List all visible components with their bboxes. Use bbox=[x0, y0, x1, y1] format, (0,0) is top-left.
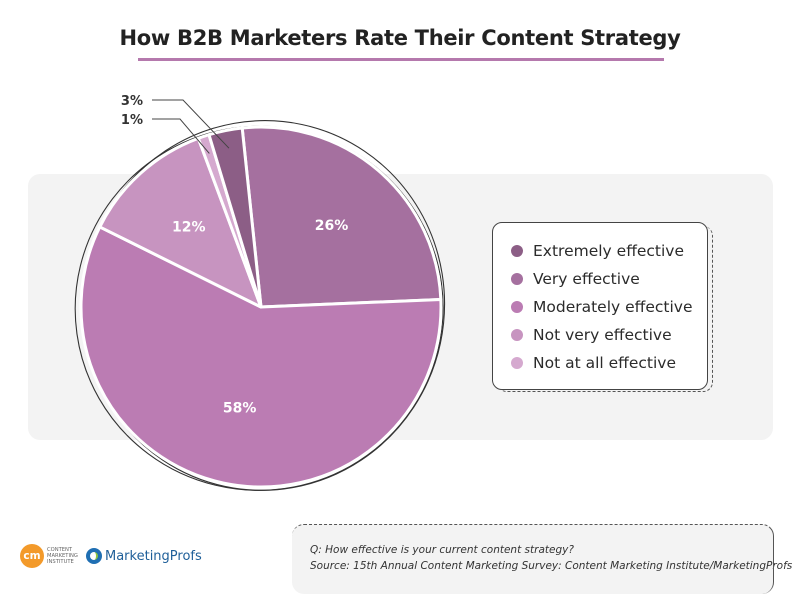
marketingprofs-circle-icon bbox=[86, 548, 102, 564]
legend-label: Very effective bbox=[533, 270, 640, 288]
legend-item-moderately-effective: Moderately effective bbox=[511, 293, 707, 321]
pie-slice-extremely-effective bbox=[207, 126, 263, 309]
data-label-extremely-effective: 3% bbox=[121, 94, 143, 109]
legend-item-not-at-all-effective: Not at all effective bbox=[511, 349, 707, 377]
pie-slice-not-very-effective bbox=[98, 136, 263, 309]
marketingprofs-logo: MarketingProfs bbox=[86, 548, 202, 564]
legend-item-very-effective: Very effective bbox=[511, 265, 707, 293]
legend: Extremely effective Very effective Moderat… bbox=[492, 222, 708, 390]
chart-title: How B2B Marketers Rate Their Content Str… bbox=[119, 26, 681, 50]
legend-label: Not very effective bbox=[533, 326, 672, 344]
leader-line-extremely-effective bbox=[152, 99, 230, 149]
legend-item-extremely-effective: Extremely effective bbox=[511, 237, 707, 265]
marketingprofs-logo-text: MarketingProfs bbox=[105, 548, 202, 564]
legend-swatch bbox=[511, 273, 523, 285]
source-line: Source: 15th Annual Content Marketing Su… bbox=[310, 560, 793, 572]
legend-label: Extremely effective bbox=[533, 242, 685, 260]
legend-swatch bbox=[511, 357, 523, 369]
source-note: Q: How effective is your current content… bbox=[292, 524, 793, 594]
pie-slice-moderately-effective bbox=[79, 225, 443, 489]
data-label-not-at-all-effective: 1% bbox=[121, 113, 143, 128]
data-label-moderately-effective: 58% bbox=[223, 400, 257, 416]
legend-swatch bbox=[511, 329, 523, 341]
title-underline bbox=[138, 58, 664, 61]
survey-question: Q: How effective is your current content… bbox=[310, 544, 574, 556]
data-label-not-very-effective: 12% bbox=[172, 220, 206, 236]
cmi-logo-text: Content Marketing Institute bbox=[47, 547, 78, 565]
cmi-logo: cm Content Marketing Institute bbox=[20, 544, 87, 568]
pie-chart: 26% 58% 12% 1% 3% bbox=[74, 94, 446, 491]
data-label-very-effective: 26% bbox=[315, 218, 349, 234]
legend-swatch bbox=[511, 301, 523, 313]
legend-item-not-very-effective: Not very effective bbox=[511, 321, 707, 349]
legend-dashed-outline bbox=[497, 226, 713, 392]
cmi-badge-icon: cm bbox=[20, 544, 44, 568]
pie-slice-very-effective bbox=[240, 125, 443, 309]
leader-line-not-at-all-effective bbox=[152, 118, 210, 154]
legend-swatch bbox=[511, 245, 523, 257]
legend-label: Moderately effective bbox=[533, 298, 693, 316]
legend-label: Not at all effective bbox=[533, 354, 676, 372]
